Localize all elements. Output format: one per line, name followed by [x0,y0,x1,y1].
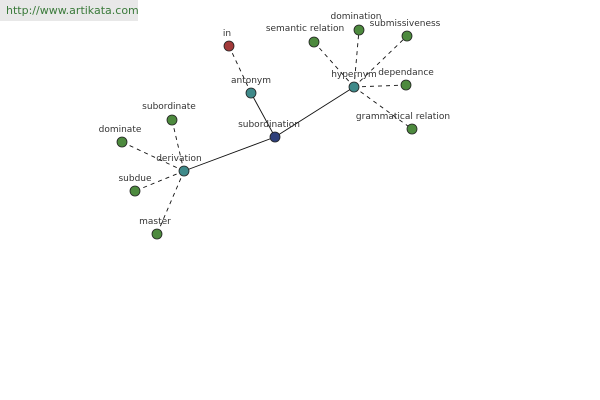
node [400,79,412,91]
node [151,228,163,240]
dashed-edge [353,29,360,88]
dashed-edge [171,119,185,172]
node [348,81,360,93]
node-label: submissiveness [370,19,441,29]
node [245,87,257,99]
node-label: grammatical relation [356,112,450,122]
node [406,123,418,135]
node-label: master [139,217,171,227]
node-label: subordination [238,120,300,130]
node [223,40,235,52]
dashed-edge [313,41,355,88]
dashed-edge [228,45,252,94]
edge [250,92,276,138]
node [166,114,178,126]
node [353,24,365,36]
dashed-edge [134,170,185,192]
node-label: dominate [99,125,142,135]
node [178,165,190,177]
nodes: subordination derivation antonym hypernym in… [99,12,450,240]
edge [274,86,355,138]
edge [183,136,276,172]
node-label: subordinate [142,102,196,112]
node [269,131,281,143]
node-label: subdue [118,174,152,184]
node-label: dependance [378,68,434,78]
watermark: http://www.artikata.com [0,0,139,21]
dashed-edge [121,141,185,172]
dashed-edge [156,170,185,235]
node-label: hypernym [331,70,377,80]
node [308,36,320,48]
node-label: antonym [231,76,271,86]
node [116,136,128,148]
node [401,30,413,42]
dashed-edge [353,86,413,130]
node-label: semantic relation [266,24,344,34]
node-label: domination [331,12,382,22]
node-label: derivation [156,154,202,164]
dashed-edge [353,84,407,88]
edges [121,29,413,235]
node [129,185,141,197]
node-label: in [223,29,231,39]
